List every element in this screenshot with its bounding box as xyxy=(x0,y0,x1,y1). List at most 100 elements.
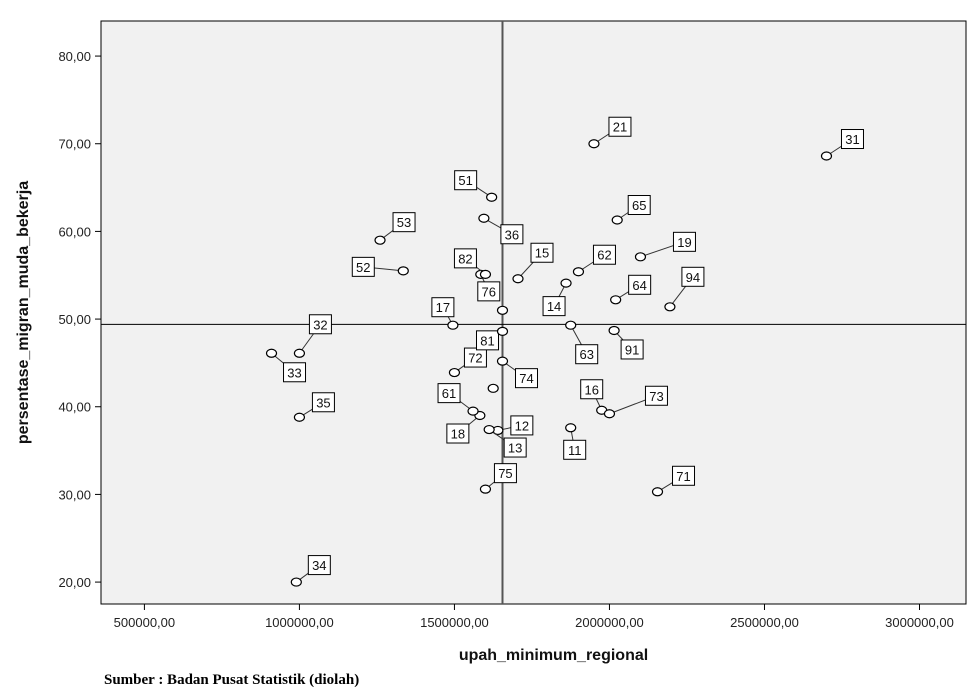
data-point: 31 xyxy=(820,129,864,161)
point-label: 36 xyxy=(505,227,519,242)
point-marker xyxy=(608,325,620,336)
point-marker xyxy=(565,423,577,433)
point-label-box xyxy=(510,415,534,436)
data-point: 33 xyxy=(265,348,307,383)
point-label: 63 xyxy=(579,347,593,362)
data-point: 36 xyxy=(478,213,524,245)
data-point: 18 xyxy=(446,410,486,444)
point-label-box xyxy=(351,256,375,277)
point-marker xyxy=(634,252,647,262)
point-label-box xyxy=(307,555,331,576)
point-label: 18 xyxy=(451,427,465,442)
point-label-box xyxy=(311,392,335,413)
point-label-box xyxy=(503,437,527,458)
y-tick-label: 30,00 xyxy=(58,487,91,502)
point-marker xyxy=(486,192,498,202)
data-point: 14 xyxy=(542,278,572,317)
x-tick-label: 1000000,00 xyxy=(265,615,334,630)
point-marker xyxy=(664,302,676,312)
data-point: 35 xyxy=(293,392,335,422)
point-marker xyxy=(479,484,492,494)
data-point: 63 xyxy=(565,320,599,365)
y-tick-label: 50,00 xyxy=(58,312,91,327)
point-label-box xyxy=(627,195,651,216)
point-label-box xyxy=(681,266,705,287)
point-label: 64 xyxy=(632,278,646,293)
point-label: 65 xyxy=(632,198,646,213)
data-point: 53 xyxy=(374,212,416,245)
y-tick-label: 70,00 xyxy=(58,137,91,152)
data-point: 52 xyxy=(351,256,409,277)
point-label: 34 xyxy=(312,558,326,573)
point-marker xyxy=(611,215,623,225)
point-label: 72 xyxy=(468,351,482,366)
point-marker xyxy=(560,278,572,288)
data-point: 19 xyxy=(634,231,696,262)
point-marker xyxy=(565,320,577,330)
x-tick-label: 2500000,00 xyxy=(730,615,799,630)
point-label-box xyxy=(308,314,332,335)
point-marker xyxy=(588,139,600,149)
point-label: 82 xyxy=(458,251,472,266)
point-label-box xyxy=(628,274,652,295)
point-label: 52 xyxy=(356,260,370,275)
data-point: 51 xyxy=(454,170,498,202)
point-label: 94 xyxy=(686,270,700,285)
point-marker xyxy=(496,326,509,336)
data-point: 82 xyxy=(453,248,492,279)
point-label: 19 xyxy=(677,235,691,250)
point-label-box xyxy=(431,297,455,318)
point-label: 33 xyxy=(287,365,301,380)
point-label-box xyxy=(672,231,696,252)
point-label-box xyxy=(477,281,501,302)
point-label-box xyxy=(437,383,461,404)
point-label: 73 xyxy=(649,389,663,404)
x-tick-label: 3000000,00 xyxy=(885,615,954,630)
point-marker xyxy=(479,269,492,279)
data-point: 81 xyxy=(475,326,509,351)
point-label: 12 xyxy=(515,418,529,433)
y-tick-label: 40,00 xyxy=(58,400,91,415)
data-point: 64 xyxy=(610,274,652,305)
plot-area xyxy=(100,20,967,605)
data-point: 17 xyxy=(431,297,459,330)
point-label: 13 xyxy=(508,441,522,456)
data-point: 71 xyxy=(651,465,696,497)
point-label-box xyxy=(575,344,599,365)
point-label: 53 xyxy=(397,215,411,230)
point-marker xyxy=(397,266,409,276)
point-label: 51 xyxy=(458,173,472,188)
point-label-box xyxy=(620,339,644,360)
point-marker xyxy=(467,406,479,416)
point-label: 81 xyxy=(480,333,494,348)
point-label-box xyxy=(608,116,632,137)
data-point: 61 xyxy=(437,383,479,416)
data-point: 65 xyxy=(611,195,651,225)
point-marker xyxy=(610,295,622,305)
point-label-box xyxy=(542,296,566,317)
point-label-box xyxy=(493,463,517,484)
point-marker xyxy=(496,305,509,315)
data-point: 21 xyxy=(588,116,632,149)
data-point: 12 xyxy=(492,415,534,436)
point-marker xyxy=(478,213,490,223)
data-point: 34 xyxy=(290,555,331,587)
point-label: 21 xyxy=(613,120,627,135)
point-marker xyxy=(572,267,585,277)
point-marker xyxy=(487,383,499,393)
x-tick-label: 500000,00 xyxy=(114,615,175,630)
point-marker xyxy=(448,367,461,378)
point-marker xyxy=(651,487,664,497)
data-point: 74 xyxy=(496,356,538,389)
point-label-box xyxy=(592,244,616,265)
point-label-box xyxy=(580,379,604,400)
data-point: 75 xyxy=(479,463,517,494)
point-label: 15 xyxy=(535,246,549,261)
point-label: 14 xyxy=(547,299,561,314)
data-point xyxy=(496,305,509,315)
point-label: 35 xyxy=(316,395,330,410)
point-marker xyxy=(293,412,306,422)
data-point: 73 xyxy=(603,385,668,419)
data-points: 11 12 13 14 15 16 17 18 19 21 31 32 33 34 35 36 51 52 53 61… xyxy=(265,116,864,587)
